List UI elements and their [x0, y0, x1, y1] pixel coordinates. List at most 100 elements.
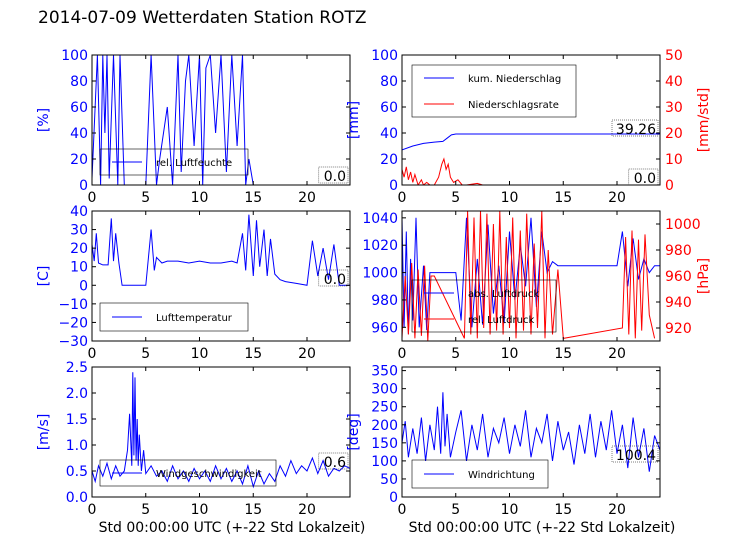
- y2-tick-label: 920: [665, 321, 692, 337]
- y2-tick-label: 980: [665, 243, 692, 259]
- y-tick-label: 20: [70, 152, 88, 168]
- y-tick-label: 1.0: [66, 438, 88, 454]
- x-tick-label: 20: [298, 346, 316, 362]
- y2-tick-label: 40: [665, 74, 683, 90]
- x-tick-label: 15: [244, 502, 262, 518]
- y2-tick-label: 50: [665, 48, 683, 64]
- y2-axis-label: [mm/std]: [696, 88, 712, 153]
- y-tick-label: 0: [389, 178, 398, 194]
- x-tick-label: 10: [191, 190, 209, 206]
- y-tick-label: 40: [70, 126, 88, 142]
- chart-panel-precipitation: 0 5 10 15 20 0 20 40 60 80 100 0 10 20 30 40 50 [mm] [mm/s…: [346, 48, 712, 206]
- value-annotation-box: [611, 119, 659, 137]
- x-tick-label: 15: [244, 190, 262, 206]
- legend-box: [99, 148, 249, 176]
- x-tick-label: 5: [451, 346, 460, 362]
- legend-label: abs. Luftdruck: [468, 289, 539, 300]
- y-tick-label: 1020: [362, 238, 398, 254]
- y-tick-label: 0.5: [66, 464, 88, 480]
- x-tick-label: 5: [141, 190, 150, 206]
- x-tick-label: 0: [398, 190, 407, 206]
- y-tick-label: −20: [58, 315, 88, 331]
- y-axis-label: [mm]: [346, 101, 362, 139]
- legend-label: kum. Niederschlag: [468, 74, 561, 85]
- x-tick-label: 15: [554, 502, 572, 518]
- y-tick-label: 0: [389, 490, 398, 506]
- y-tick-label: 0: [79, 178, 88, 194]
- legend-box: [411, 64, 577, 118]
- y-axis-label: [C]: [36, 266, 52, 287]
- y-tick-label: 60: [380, 100, 398, 116]
- legend: kum. Niederschlag Niederschlagsrate: [411, 64, 577, 118]
- y-tick-label: 0: [79, 278, 88, 294]
- legend-box: [99, 459, 277, 487]
- x-tick-label: 0: [398, 346, 407, 362]
- y-tick-label: 350: [371, 364, 398, 380]
- series-line-windrichtung: [402, 392, 660, 472]
- value-annotation: 0.0: [324, 272, 346, 288]
- x-tick-label: 0: [398, 502, 407, 518]
- y-tick-label: 2.5: [66, 360, 88, 376]
- y-tick-label: 20: [70, 241, 88, 257]
- y-tick-label: 1000: [362, 266, 398, 282]
- x-tick-label: 20: [298, 502, 316, 518]
- x-tick-label: 15: [554, 190, 572, 206]
- value-annotation: 100.4: [616, 448, 656, 464]
- y2-tick-label: 10: [665, 152, 683, 168]
- legend-label: rel. Luftfeuchte: [156, 158, 232, 169]
- x-tick-label: 15: [554, 346, 572, 362]
- x-tick-label: 10: [501, 502, 519, 518]
- plot-frame: [401, 54, 661, 186]
- x-tick-label: 20: [298, 190, 316, 206]
- y2-tick-label: 0: [665, 178, 674, 194]
- legend: rel. Luftfeuchte: [99, 148, 249, 176]
- series-line-niederschlagsrate: [402, 157, 660, 185]
- y2-tick-label: 20: [665, 126, 683, 142]
- legend-label: rel. Luftdruck: [468, 315, 534, 326]
- legend-label: Lufttemperatur: [156, 313, 233, 324]
- plot-frame: [91, 210, 351, 342]
- legend-box: [411, 459, 549, 489]
- x-tick-label: 5: [451, 502, 460, 518]
- x-axis-label: Std 00:00:00 UTC (+-22 Std Lokalzeit): [99, 520, 366, 536]
- y-tick-label: 1040: [362, 211, 398, 227]
- y-tick-label: 40: [380, 126, 398, 142]
- y-tick-label: 80: [380, 74, 398, 90]
- y-tick-label: 100: [371, 454, 398, 470]
- y-axis-label: [%]: [36, 108, 52, 132]
- legend: Lufttemperatur: [99, 302, 249, 332]
- chart-panel-pressure: 0 5 10 15 20 960 980 1000 1020 1040 920 940 960 980 10…: [362, 210, 712, 362]
- x-tick-label: 20: [608, 502, 626, 518]
- value-annotation-box: [628, 168, 659, 186]
- x-axis-label: Std 00:00:00 UTC (+-22 Std Lokalzeit): [409, 520, 676, 536]
- legend: abs. Luftdruck rel. Luftdruck: [411, 279, 557, 333]
- y-tick-label: 960: [371, 320, 398, 336]
- y2-tick-label: 30: [665, 100, 683, 116]
- value-annotation-box: [318, 452, 349, 470]
- chart-panel-temperature: 0 5 10 15 20 −30 −20 −10 0 10 20 30 40 [C] Lufttempera…: [36, 204, 351, 362]
- y2-tick-label: 960: [665, 269, 692, 285]
- y-axis-label: [deg]: [346, 413, 362, 450]
- value-annotation: 0.0: [324, 169, 346, 185]
- plot-frame: [91, 54, 351, 186]
- value-annotation: 0.6: [324, 455, 346, 471]
- y-tick-label: 150: [371, 436, 398, 452]
- y-tick-label: 10: [70, 260, 88, 276]
- y-tick-label: 80: [70, 74, 88, 90]
- value-annotation: 39.26: [616, 122, 656, 138]
- legend-box: [99, 302, 249, 332]
- legend-box: [411, 279, 557, 333]
- y2-tick-label: 1000: [665, 217, 701, 233]
- x-tick-label: 0: [88, 190, 97, 206]
- y-tick-label: 1.5: [66, 412, 88, 428]
- y-tick-label: 40: [70, 204, 88, 220]
- series-line-rel-luftdruck: [402, 211, 656, 341]
- series-line-rel-luftfeuchte: [92, 55, 350, 185]
- series-line-lufttemperatur: [92, 214, 350, 286]
- plot-frame: [91, 366, 351, 498]
- y-tick-label: 300: [371, 382, 398, 398]
- legend-label: Windrichtung: [468, 470, 535, 481]
- x-tick-label: 5: [141, 346, 150, 362]
- x-tick-label: 5: [451, 190, 460, 206]
